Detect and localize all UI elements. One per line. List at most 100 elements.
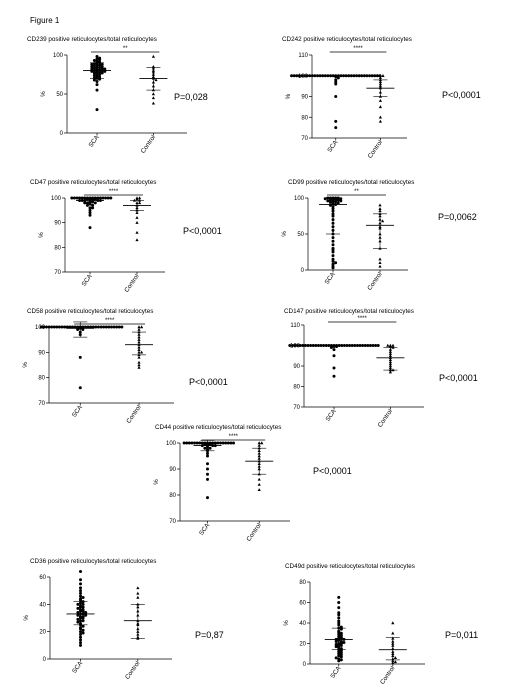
- cd99-sca-point: [331, 250, 335, 254]
- cd44-sca-point: [203, 446, 207, 450]
- cd147-sca-point: [350, 344, 354, 347]
- cd44-sca-point: [206, 451, 209, 455]
- cd36-sca-point: [79, 586, 82, 590]
- cd47-sca-point: [88, 213, 92, 217]
- cd44-category-label: SCA: [198, 521, 212, 536]
- cd49d-sca-point: [337, 650, 341, 654]
- cd58-sca-point: [104, 325, 108, 329]
- cd36-sca-point: [81, 605, 85, 609]
- cd58-control-point: [140, 325, 144, 329]
- cd47-sca-point: [101, 196, 105, 200]
- cd239-sca-point: [92, 66, 96, 70]
- cd147-sca-point: [329, 346, 333, 350]
- cd47-sca-point: [91, 197, 95, 201]
- cd58-sca-point: [99, 325, 103, 329]
- cd49d-control-point: [391, 661, 395, 665]
- cd36-y-tick-label: 40: [39, 602, 46, 608]
- cd242-control-point: [378, 115, 382, 119]
- cd49d-sca-point: [337, 657, 341, 661]
- cd47-y-tick-label: 70: [54, 270, 61, 276]
- cd47-y-tick-label: 90: [54, 221, 61, 227]
- cd36-sca-point: [79, 570, 82, 574]
- cd58-sca-point: [42, 325, 46, 329]
- cd58-sca-point: [70, 325, 74, 329]
- cd242-sca-point: [355, 74, 359, 78]
- cd239-chart: CD239 positive reticulocytes/total retic…: [27, 36, 208, 155]
- cd99-sca-point: [331, 248, 335, 252]
- cd49d-control-point: [393, 656, 397, 660]
- cd36-sca-point: [81, 616, 85, 620]
- cd44-sca-point: [200, 441, 204, 445]
- cd36-sca-point: [79, 643, 82, 647]
- cd47-sca-point: [88, 202, 92, 206]
- cd49d-sca-point: [339, 631, 343, 635]
- cd49d-chart-title: CD49d positive reticulocytes/total retic…: [285, 563, 415, 570]
- cd36-sca-point: [79, 591, 82, 595]
- cd99-y-tick-label: 100: [294, 196, 305, 202]
- cd242-sca-point: [336, 76, 340, 80]
- cd242-sca-point: [305, 74, 309, 78]
- cd242-sca-point: [290, 74, 294, 78]
- cd36-sca-point: [79, 638, 82, 642]
- cd242-chart: CD242 positive reticulocytes/total retic…: [282, 36, 481, 160]
- cd242-control-point: [378, 119, 382, 123]
- cd58-chart-title: CD58 positive reticulocytes/total reticu…: [27, 308, 153, 315]
- cd242-y-tick-label: 90: [301, 95, 308, 101]
- cd44-sca-point: [195, 441, 199, 445]
- cd239-category-label: Control: [140, 134, 157, 155]
- cd147-sca-point: [298, 344, 302, 347]
- cd99-sca-point: [323, 197, 327, 201]
- cd239-y-axis-label: %: [40, 91, 47, 97]
- cd99-sca-point: [334, 261, 338, 265]
- cd147-sca-point: [332, 374, 336, 378]
- cd147-y-tick-label: 70: [293, 405, 300, 411]
- cd49d-sca-point: [334, 643, 338, 647]
- cd49d-sca-point: [337, 613, 341, 617]
- cd239-sca-point: [92, 64, 96, 68]
- cd242-y-tick-label: 70: [301, 136, 308, 142]
- cd49d-sca-point: [337, 623, 341, 627]
- cd239-control-point: [151, 92, 155, 96]
- cd58-sca-point: [102, 325, 106, 329]
- cd58-control-point: [137, 325, 141, 329]
- cd47-sca-point: [88, 226, 92, 230]
- cd58-sca-point: [91, 325, 95, 329]
- cd239-sca-point: [95, 83, 99, 87]
- cd242-sca-point: [373, 74, 377, 78]
- cd147-sca-point: [309, 344, 313, 347]
- cd147-sca-point: [355, 344, 359, 347]
- cd44-sca-point: [198, 441, 202, 445]
- cd99-control-point: [381, 219, 385, 223]
- cd36-category-label: Control: [124, 660, 141, 681]
- cd49d-sca-point: [339, 642, 343, 645]
- cd47-control-point: [135, 220, 139, 224]
- cd49d-sca-point: [337, 616, 341, 620]
- cd47-category-label: Control: [123, 273, 140, 294]
- cd99-sca-point: [328, 200, 332, 204]
- cd58-y-tick-label: 80: [38, 376, 45, 382]
- cd49d-sca-point: [339, 639, 343, 643]
- cd47-sca-point: [96, 196, 100, 200]
- cd147-y-tick-label: 80: [293, 385, 300, 391]
- cd99-p-value: P=0,0062: [438, 212, 477, 222]
- cd58-category-label: SCA: [71, 403, 85, 418]
- cd47-sca-point: [91, 200, 95, 204]
- cd58-y-axis-label: %: [22, 362, 29, 368]
- cd99-sca-point: [336, 201, 340, 205]
- cd58-sca-point: [47, 325, 51, 329]
- cd44-sca-point: [206, 462, 209, 466]
- cd242-control-point: [381, 74, 385, 77]
- cd239-sca-point: [98, 73, 102, 76]
- cd99-y-axis-label: %: [281, 231, 288, 237]
- cd147-sca-point: [353, 344, 357, 347]
- cd47-p-value: P<0,0001: [183, 226, 222, 236]
- cd239-control-point: [151, 65, 155, 68]
- cd147-sca-point: [303, 344, 307, 347]
- cd49d-sca-point: [337, 595, 341, 599]
- cd147-sca-point: [361, 344, 365, 347]
- cd47-y-tick-label: 80: [54, 245, 61, 251]
- cd242-category-label: Control: [367, 139, 384, 160]
- cd242-sca-point: [295, 74, 299, 78]
- cd36-control-point: [136, 586, 140, 590]
- cd239-sca-point: [103, 67, 107, 71]
